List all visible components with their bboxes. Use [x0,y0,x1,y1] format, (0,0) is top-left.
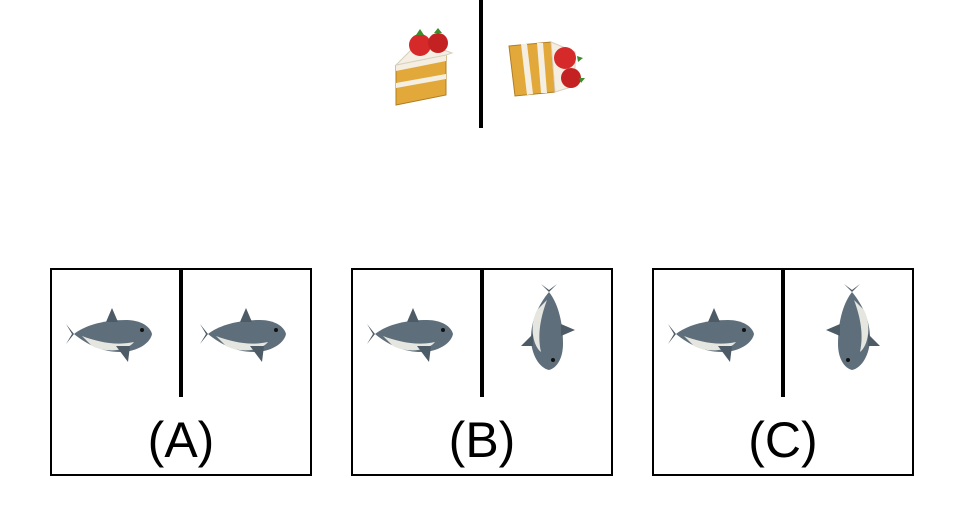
option-b[interactable]: (B) [351,268,613,476]
shark-rotated-icon [521,284,575,370]
option-c-label: (C) [748,412,818,468]
option-a[interactable]: (A) [50,268,312,476]
option-a-divider [179,270,183,397]
shark-icon [200,308,286,362]
option-b-divider [480,270,484,397]
shark-icon [367,308,453,362]
option-a-label: (A) [147,412,215,468]
option-c[interactable]: (C) [652,268,914,476]
prompt-pair [380,0,590,130]
prompt-divider [479,0,483,128]
option-b-label: (B) [448,412,516,468]
shark-icon [668,308,754,362]
cake-slice-icon [394,28,454,106]
shark-icon [66,308,152,362]
shark-rotated-icon [826,284,880,370]
cake-slice-rotated-icon [508,41,585,97]
option-c-divider [781,270,785,397]
